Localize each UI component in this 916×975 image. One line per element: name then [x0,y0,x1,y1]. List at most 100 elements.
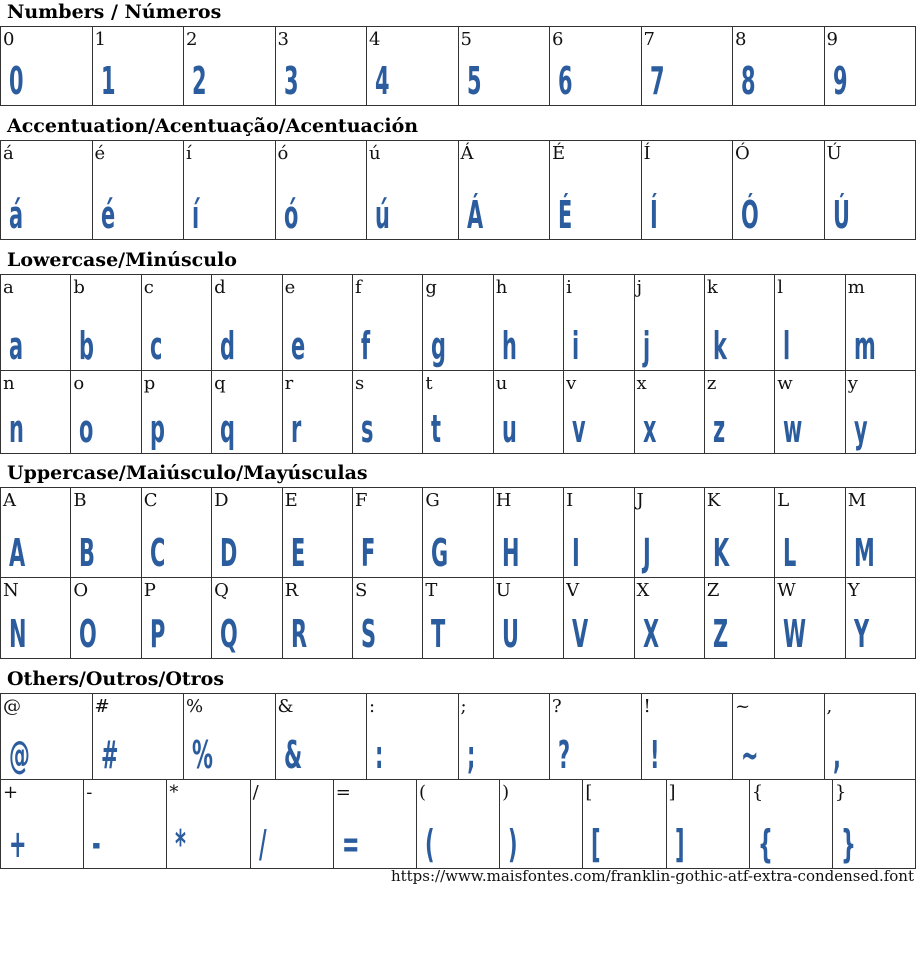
glyph-sample: E [290,531,305,575]
glyph-sample: T [431,612,446,656]
glyph-cell: * * [166,780,249,868]
glyph-sample: f [360,324,371,368]
glyph-cell: ]] [665,780,749,868]
glyph-sample: ( [424,822,435,866]
glyph-sample: # [100,733,119,777]
character-label: j [636,277,643,298]
glyph-sample: C [149,531,166,575]
character-label: N [3,580,19,601]
glyph-sample: - [92,822,101,866]
character-label: , [826,696,833,717]
character-label: ( [418,782,426,803]
glyph-sample: á [9,193,24,237]
glyph-sample: l [783,324,791,368]
glyph-sample: y [853,407,868,451]
character-label: } [834,782,847,803]
glyph-sample: j [642,324,650,368]
character-label: 1 [94,29,106,50]
glyph-cell: / / [249,780,333,868]
glyph-sample: x [642,407,656,451]
character-label: z [706,373,717,394]
glyph-sample: 4 [375,59,390,103]
character-label: c [143,277,154,298]
character-label: D [214,490,229,511]
character-label: B [73,490,87,511]
character-label: m [847,277,865,298]
glyph-sample: í [192,193,200,237]
glyph-cell: }} [831,780,915,868]
character-label: i [566,277,572,298]
character-label: t [425,373,433,394]
glyph-cell: !! [640,694,733,779]
glyph-row: + + - - * * / / = =(())[[]]{{}} [1,779,915,868]
character-label: p [143,373,156,394]
glyph-cell: + + [1,780,83,868]
glyph-sample: ] [674,822,685,866]
glyph-cell: -- [83,780,166,868]
glyph-sample: I [572,531,580,575]
character-label: = [335,782,351,803]
glyph-sample: u [501,407,517,451]
character-label: O [73,580,89,601]
glyph-sample: É [558,193,573,237]
glyph-sample: p [149,407,165,451]
character-label: F [354,490,368,511]
glyph-sample: A [9,531,26,575]
glyph-sample: J [642,531,651,575]
character-label: ] [668,782,676,803]
character-label: M [847,490,867,511]
character-label: Ó [735,143,750,164]
glyph-sample: @ [9,733,30,777]
source-url: https://www.maisfontes.com/franklin-goth… [390,867,914,885]
glyph-sample: 6 [558,59,573,103]
character-label: G [425,490,440,511]
character-label: ó [277,143,289,164]
glyph-sample: { [757,822,773,866]
character-label: V [566,580,580,601]
glyph-sample: , [832,733,841,777]
glyph-sample: k [712,324,727,368]
glyph-sample: W [783,612,807,656]
glyph-sample: O [79,612,98,656]
glyph-sample: K [712,531,730,575]
glyph-sample: Ú [832,193,850,237]
glyph-sample: d [220,324,236,368]
glyph-sample: 8 [741,59,756,103]
character-label: ~ [735,696,751,717]
character-label: s [354,373,365,394]
section-title: Lowercase/Minúsculo [7,249,237,271]
glyph-sample: 0 [9,59,24,103]
glyph-sample: n [9,407,24,451]
glyph-sample: : [375,733,384,777]
